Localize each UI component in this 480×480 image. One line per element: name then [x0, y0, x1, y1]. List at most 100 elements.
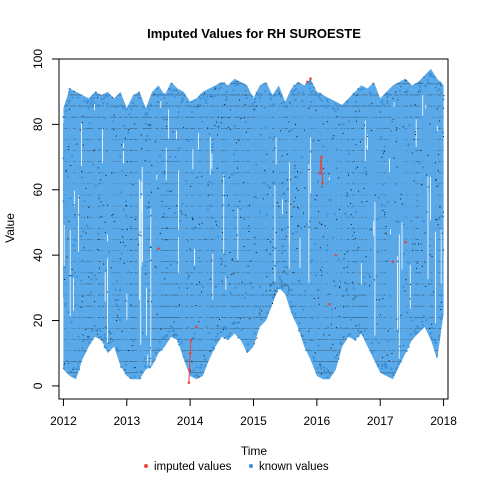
known-value-dark-point — [150, 247, 152, 248]
known-value-point — [423, 84, 427, 87]
known-value-point — [199, 371, 202, 374]
known-value-point — [143, 365, 147, 368]
known-value-point — [84, 350, 87, 353]
known-value-point — [243, 296, 246, 299]
known-value-point — [280, 280, 283, 283]
known-value-point — [309, 91, 313, 94]
known-value-point — [352, 92, 355, 95]
known-value-point — [259, 96, 262, 99]
known-value-dark-point — [395, 141, 397, 143]
known-value-point — [193, 374, 196, 377]
known-value-point — [86, 260, 89, 263]
known-value-dark-point — [254, 237, 256, 238]
known-value-dark-point — [140, 235, 142, 237]
known-value-point — [396, 260, 400, 263]
known-value-dark-point — [135, 219, 137, 220]
known-value-dark-point — [318, 303, 320, 305]
known-value-point — [163, 212, 166, 215]
known-value-dark-point — [197, 106, 199, 108]
known-value-point — [172, 335, 175, 338]
known-value-dark-point — [196, 176, 198, 178]
known-value-dark-point — [209, 278, 211, 280]
known-value-point — [67, 361, 70, 365]
imputed-value-point — [391, 260, 395, 263]
known-value-point — [115, 303, 118, 306]
known-value-point — [211, 145, 214, 148]
known-value-point — [120, 191, 123, 194]
known-value-dark-point — [392, 118, 394, 120]
known-value-point — [430, 279, 433, 282]
known-value-dark-point — [318, 140, 320, 141]
known-value-point — [233, 322, 236, 325]
known-value-dark-point — [123, 262, 125, 264]
known-value-dark-point — [151, 164, 153, 166]
known-value-point — [362, 276, 366, 279]
known-value-point — [237, 336, 240, 339]
known-value-point — [181, 202, 184, 205]
known-value-point — [207, 331, 210, 334]
known-value-point — [295, 230, 298, 233]
known-value-point — [359, 331, 362, 334]
known-value-dark-point — [432, 291, 434, 293]
known-value-point — [287, 291, 290, 294]
known-value-dark-point — [356, 94, 358, 96]
known-value-point — [185, 179, 188, 182]
known-value-dark-point — [434, 162, 436, 164]
known-value-dark-point — [82, 144, 84, 146]
known-value-dark-point — [88, 206, 90, 208]
known-value-point — [386, 96, 389, 99]
known-value-dark-point — [81, 170, 83, 172]
known-value-point — [433, 76, 436, 79]
known-value-point — [229, 108, 232, 111]
known-value-point — [268, 92, 271, 95]
known-value-point — [399, 349, 402, 352]
known-value-dark-point — [121, 330, 123, 332]
known-value-dark-point — [250, 282, 252, 284]
known-value-point — [394, 220, 397, 223]
known-value-point — [336, 108, 340, 111]
known-value-point — [423, 76, 426, 79]
known-value-point — [144, 264, 147, 267]
known-value-dark-point — [395, 91, 397, 93]
known-value-point — [192, 369, 195, 372]
known-value-dark-point — [414, 134, 416, 135]
known-value-point — [354, 100, 357, 104]
known-value-dark-point — [353, 231, 355, 233]
known-value-point — [334, 102, 337, 105]
known-value-point — [161, 336, 164, 339]
known-value-point — [385, 92, 388, 95]
known-value-point — [148, 289, 151, 292]
known-value-point — [363, 282, 366, 286]
known-value-dark-point — [131, 345, 133, 347]
known-value-dark-point — [68, 221, 70, 223]
known-value-point — [178, 338, 181, 341]
known-value-dark-point — [343, 306, 345, 308]
known-value-dark-point — [321, 274, 323, 276]
known-value-dark-point — [295, 187, 297, 189]
known-value-dark-point — [198, 223, 200, 225]
known-value-point — [158, 93, 161, 96]
known-value-dark-point — [265, 290, 267, 292]
known-value-dark-point — [286, 179, 288, 181]
known-value-point — [332, 236, 335, 239]
known-value-point — [144, 112, 147, 115]
known-value-point — [338, 351, 341, 354]
known-value-dark-point — [181, 213, 183, 215]
known-value-point — [124, 372, 127, 375]
known-value-dark-point — [350, 189, 352, 191]
known-value-dark-point — [239, 99, 241, 101]
known-value-point — [299, 227, 303, 230]
known-value-dark-point — [315, 109, 317, 111]
known-value-point — [411, 319, 414, 322]
known-value-dark-point — [111, 215, 113, 217]
known-value-dark-point — [332, 343, 334, 345]
known-value-dark-point — [440, 84, 442, 86]
known-value-point — [389, 129, 392, 133]
known-value-dark-point — [111, 172, 113, 174]
known-value-dark-point — [73, 91, 75, 93]
known-value-point — [376, 251, 379, 254]
known-value-dark-point — [255, 252, 257, 253]
known-value-dark-point — [346, 195, 348, 197]
known-value-point — [255, 163, 258, 166]
known-value-point — [72, 367, 75, 370]
